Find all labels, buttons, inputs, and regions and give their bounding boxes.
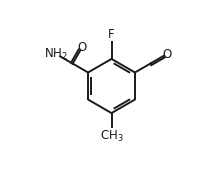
Text: O: O xyxy=(163,48,172,61)
Text: O: O xyxy=(78,41,87,54)
Text: NH$_2$: NH$_2$ xyxy=(44,47,68,62)
Text: CH$_3$: CH$_3$ xyxy=(100,129,123,144)
Text: F: F xyxy=(108,28,115,41)
